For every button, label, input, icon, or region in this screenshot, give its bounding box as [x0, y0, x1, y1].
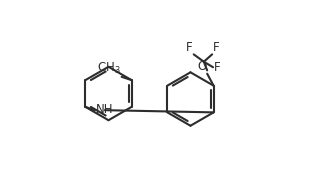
Text: NH: NH	[96, 103, 113, 116]
Text: CH$_3$: CH$_3$	[97, 61, 121, 76]
Text: F: F	[213, 41, 220, 54]
Text: F: F	[214, 61, 221, 74]
Text: F: F	[186, 41, 193, 54]
Text: O: O	[197, 60, 206, 73]
